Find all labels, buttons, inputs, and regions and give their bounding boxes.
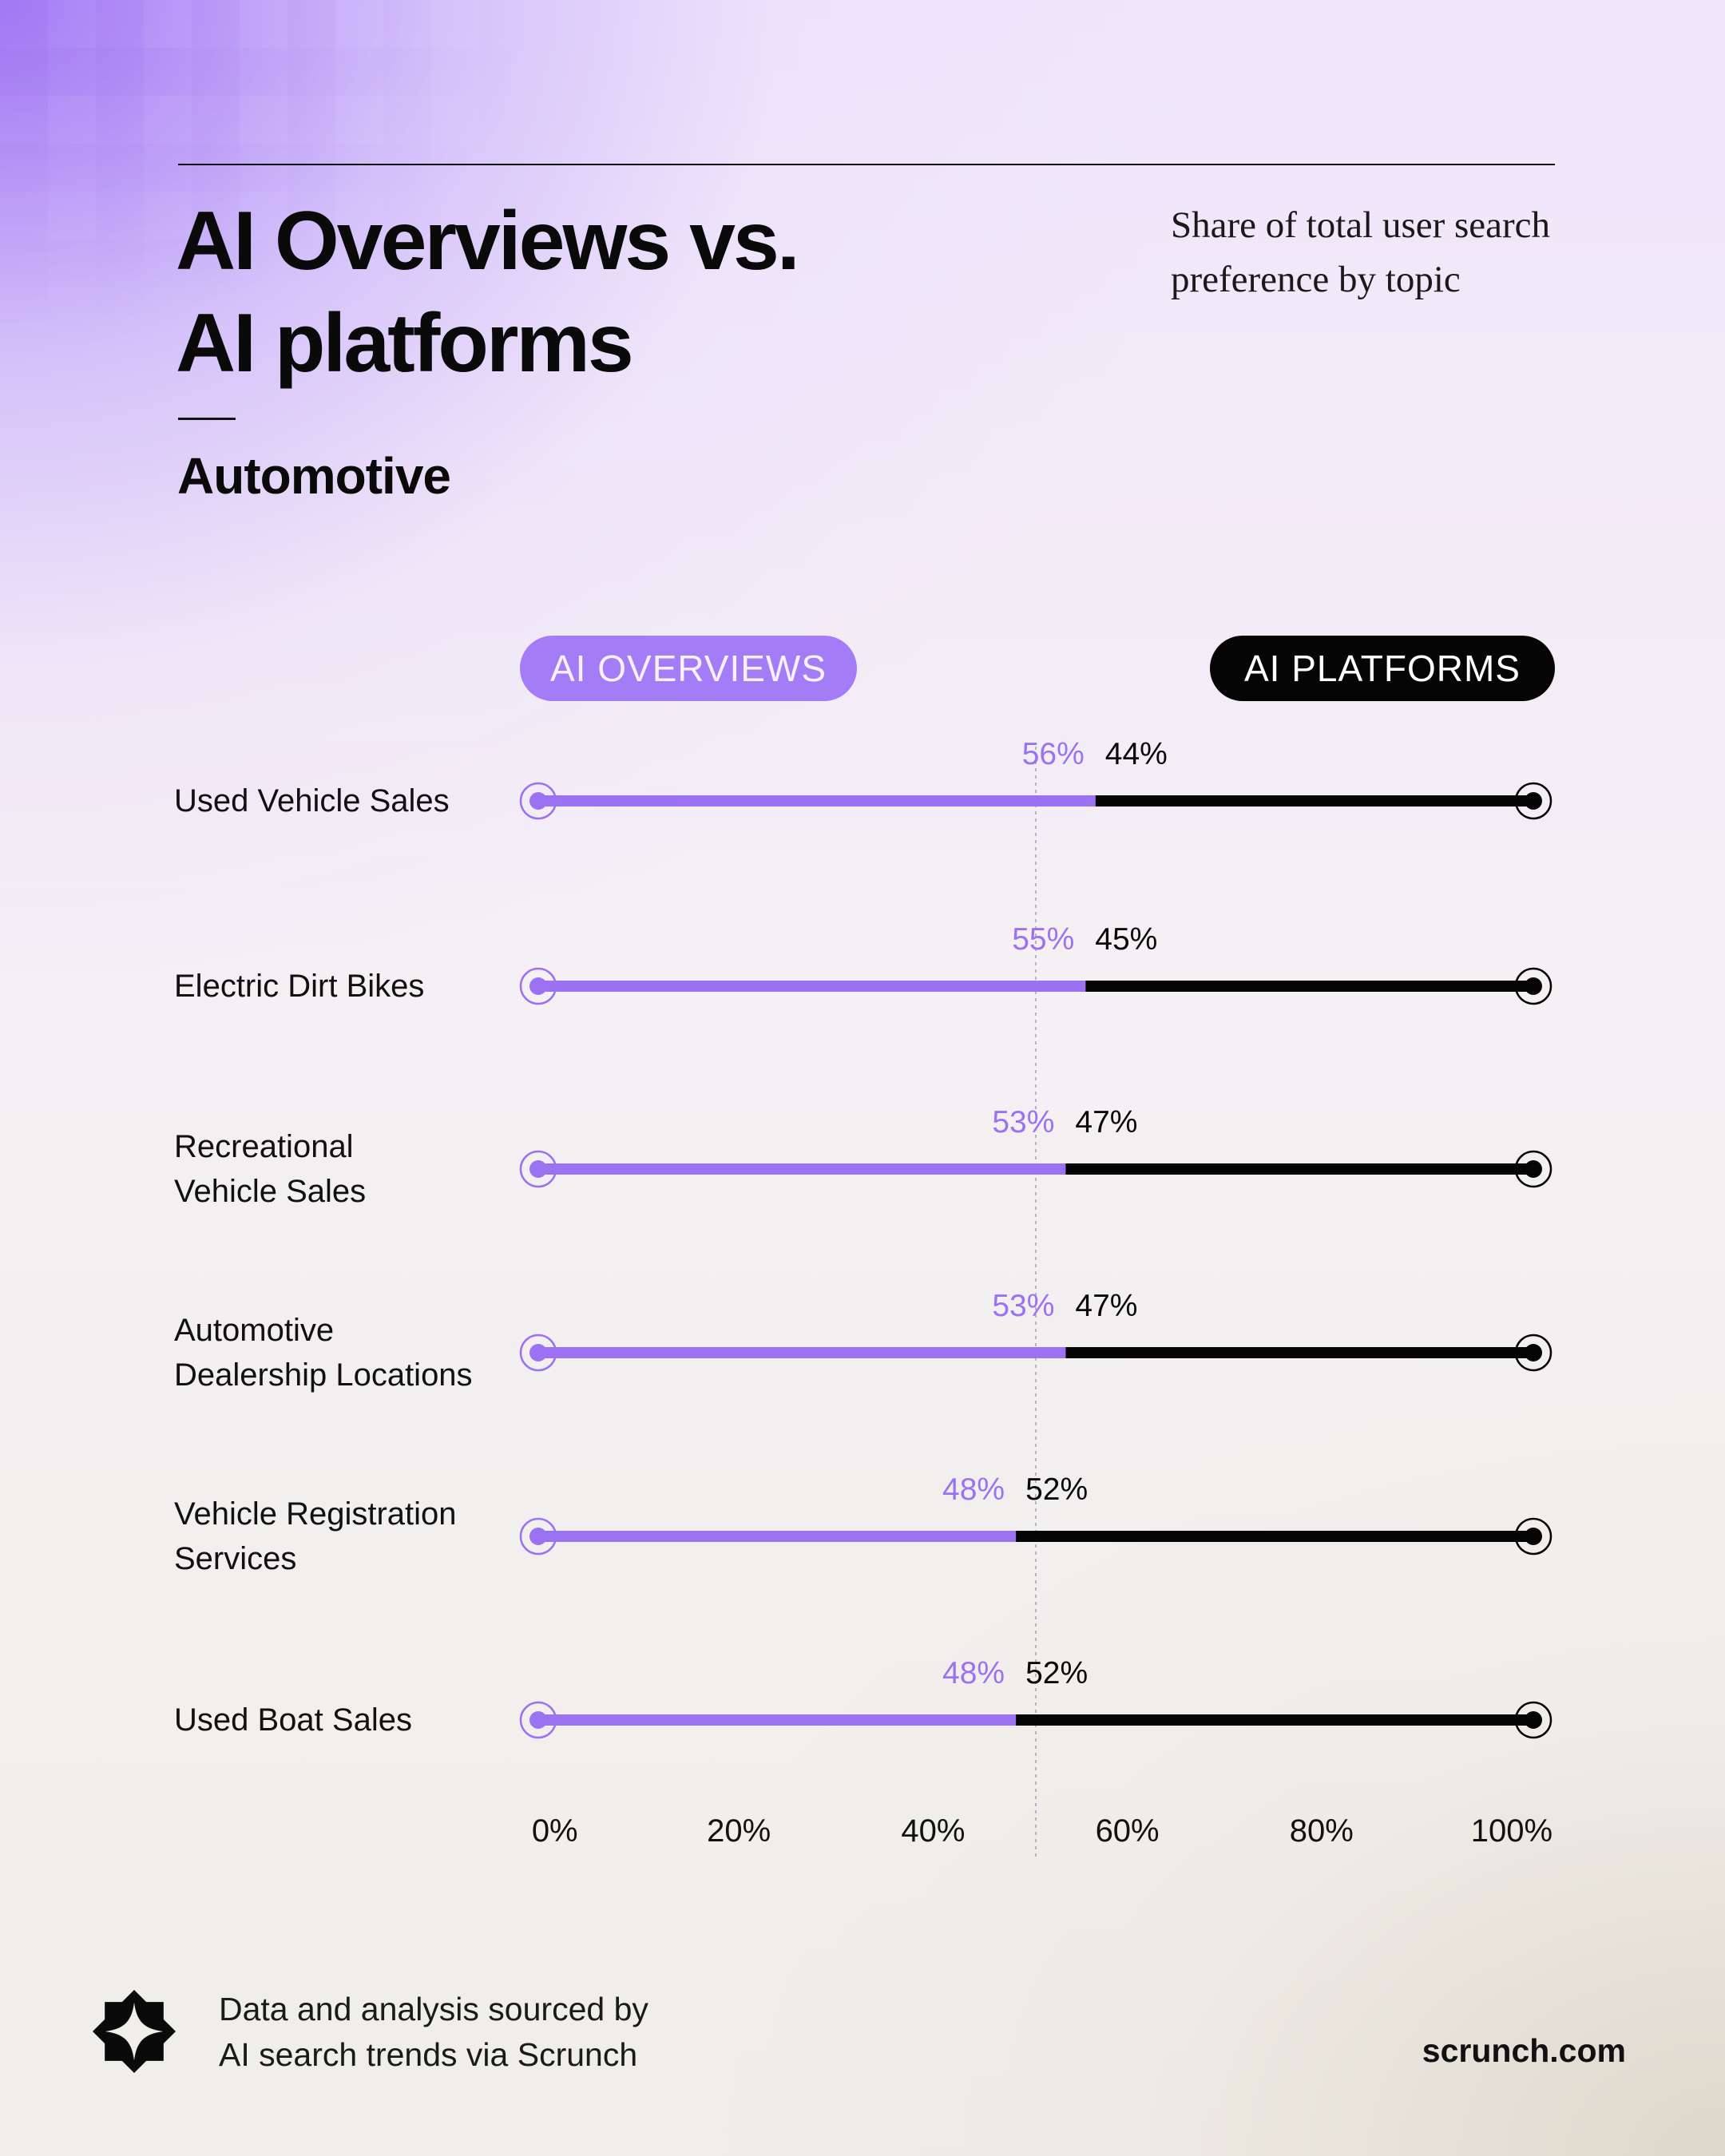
- subtitle-line-2: preference by topic: [1171, 259, 1461, 300]
- section-divider: [178, 418, 236, 420]
- end-dot-marker: [1525, 1528, 1542, 1545]
- category-label: Used Boat Sales: [174, 1698, 412, 1742]
- title-line-2: AI platforms: [176, 297, 634, 390]
- category-label: Used Vehicle Sales: [174, 779, 450, 823]
- start-ring-marker: [519, 1150, 557, 1188]
- category-label-line: Used Boat Sales: [174, 1702, 412, 1738]
- start-dot-marker: [529, 792, 547, 810]
- legend-ai-platforms: AI PLATFORMS: [1210, 636, 1555, 701]
- category-label-line: Vehicle Sales: [174, 1174, 367, 1209]
- value-label-ai-overviews: 53%: [992, 1289, 1055, 1323]
- source-line-2: AI search trends via Scrunch: [219, 2036, 638, 2073]
- chart-subtitle: Share of total user search preference by…: [1171, 198, 1586, 307]
- subtitle-line-1: Share of total user search: [1171, 204, 1551, 246]
- value-label-ai-overviews: 53%: [992, 1105, 1055, 1139]
- legend-ai-overviews: AI OVERVIEWS: [520, 636, 857, 701]
- category-label: Electric Dirt Bikes: [174, 964, 424, 1009]
- end-dot-marker: [1525, 1160, 1542, 1178]
- end-dot-marker: [1525, 977, 1542, 995]
- background-pattern: [0, 0, 575, 335]
- start-ring-marker: [519, 1517, 557, 1556]
- value-label-ai-overviews: 48%: [942, 1472, 1005, 1507]
- end-ring-marker: [1514, 1701, 1552, 1739]
- end-dot-marker: [1525, 1344, 1542, 1361]
- end-ring-marker: [1514, 967, 1552, 1005]
- value-label-ai-platforms: 47%: [1075, 1105, 1138, 1139]
- start-ring-marker: [519, 782, 557, 820]
- site-link[interactable]: scrunch.com: [1422, 2032, 1626, 2069]
- category-label-line: Vehicle Registration: [174, 1496, 457, 1532]
- x-tick-label: 0%: [531, 1813, 578, 1849]
- x-tick-label: 80%: [1289, 1813, 1354, 1849]
- value-label-ai-overviews: 56%: [1021, 737, 1085, 771]
- value-label-ai-platforms: 47%: [1075, 1289, 1138, 1323]
- category-label-line: Dealership Locations: [174, 1357, 473, 1393]
- start-dot-marker: [529, 1160, 547, 1178]
- start-ring-marker: [519, 1701, 557, 1739]
- end-dot-marker: [1525, 792, 1542, 810]
- category-label: Automotive Dealership Locations: [174, 1308, 473, 1397]
- category-label: Vehicle Registration Services: [174, 1492, 457, 1581]
- end-ring-marker: [1514, 782, 1552, 820]
- end-ring-marker: [1514, 1334, 1552, 1372]
- title-line-1: AI Overviews vs.: [176, 195, 800, 287]
- start-dot-marker: [529, 977, 547, 995]
- category-label-line: Used Vehicle Sales: [174, 783, 450, 818]
- value-label-ai-platforms: 52%: [1025, 1472, 1089, 1507]
- x-tick-label: 40%: [901, 1813, 966, 1849]
- scrunch-logo-icon: [93, 1990, 176, 2073]
- category-label-line: Recreational: [174, 1129, 354, 1164]
- top-divider: [178, 164, 1555, 165]
- value-label-ai-platforms: 44%: [1104, 737, 1168, 771]
- start-dot-marker: [529, 1528, 547, 1545]
- value-label-ai-overviews: 55%: [1012, 922, 1075, 957]
- category-label-line: Electric Dirt Bikes: [174, 969, 425, 1004]
- page-title: AI Overviews vs. AI platforms: [176, 190, 800, 394]
- category-label-line: Automotive: [174, 1313, 335, 1348]
- section-title: Automotive: [177, 447, 451, 505]
- x-tick-label: 100%: [1470, 1813, 1553, 1849]
- value-label-ai-platforms: 52%: [1025, 1656, 1089, 1690]
- start-dot-marker: [529, 1344, 547, 1361]
- end-dot-marker: [1525, 1711, 1542, 1729]
- x-tick-label: 20%: [707, 1813, 771, 1849]
- end-ring-marker: [1514, 1517, 1552, 1556]
- start-ring-marker: [519, 1334, 557, 1372]
- category-label-line: Services: [174, 1541, 297, 1576]
- source-line-1: Data and analysis sourced by: [219, 1991, 648, 2027]
- category-label: Recreational Vehicle Sales: [174, 1124, 366, 1214]
- source-note: Data and analysis sourced by AI search t…: [219, 1987, 648, 2078]
- start-ring-marker: [519, 967, 557, 1005]
- end-ring-marker: [1514, 1150, 1552, 1188]
- start-dot-marker: [529, 1711, 547, 1729]
- value-label-ai-platforms: 45%: [1095, 922, 1158, 957]
- value-label-ai-overviews: 48%: [942, 1656, 1005, 1690]
- x-tick-label: 60%: [1095, 1813, 1160, 1849]
